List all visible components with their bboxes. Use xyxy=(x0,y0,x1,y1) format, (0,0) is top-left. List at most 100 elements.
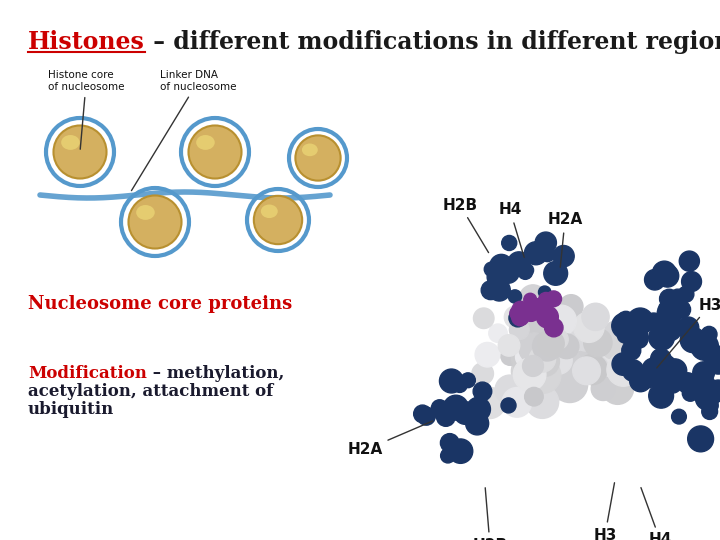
Circle shape xyxy=(526,384,546,404)
Circle shape xyxy=(534,343,558,368)
Circle shape xyxy=(495,375,525,404)
Ellipse shape xyxy=(196,135,215,150)
Circle shape xyxy=(660,289,679,308)
Circle shape xyxy=(690,373,715,398)
Circle shape xyxy=(678,373,698,393)
Circle shape xyxy=(511,355,544,388)
Circle shape xyxy=(693,362,714,383)
Circle shape xyxy=(510,256,528,275)
Circle shape xyxy=(467,397,490,421)
Circle shape xyxy=(623,323,639,339)
Circle shape xyxy=(513,358,546,391)
Circle shape xyxy=(646,313,662,329)
Circle shape xyxy=(702,403,718,420)
Circle shape xyxy=(530,346,551,366)
Circle shape xyxy=(612,313,637,339)
Circle shape xyxy=(570,319,602,351)
Circle shape xyxy=(543,338,564,359)
Circle shape xyxy=(502,388,532,417)
Circle shape xyxy=(690,333,719,360)
Text: H3: H3 xyxy=(657,298,720,368)
Circle shape xyxy=(504,306,526,328)
Circle shape xyxy=(508,252,530,274)
Circle shape xyxy=(510,307,523,320)
Circle shape xyxy=(519,363,551,395)
Ellipse shape xyxy=(302,144,318,156)
Circle shape xyxy=(510,320,529,340)
Circle shape xyxy=(590,323,620,353)
Circle shape xyxy=(624,331,641,349)
Circle shape xyxy=(642,358,665,380)
Circle shape xyxy=(526,357,561,393)
Circle shape xyxy=(682,272,701,292)
Circle shape xyxy=(567,318,590,342)
Circle shape xyxy=(513,339,548,374)
Text: Modification: Modification xyxy=(28,365,147,382)
Circle shape xyxy=(461,373,475,388)
Circle shape xyxy=(431,400,448,416)
Circle shape xyxy=(512,301,529,319)
Circle shape xyxy=(602,373,634,404)
Circle shape xyxy=(704,346,720,374)
Circle shape xyxy=(601,321,636,355)
Circle shape xyxy=(658,301,677,320)
Circle shape xyxy=(630,366,650,387)
Circle shape xyxy=(663,359,687,383)
Circle shape xyxy=(544,261,567,285)
Circle shape xyxy=(649,325,675,350)
Circle shape xyxy=(516,347,535,367)
Circle shape xyxy=(548,329,568,349)
Circle shape xyxy=(540,247,555,262)
Circle shape xyxy=(533,332,567,366)
Circle shape xyxy=(524,242,547,265)
Circle shape xyxy=(574,312,604,342)
Circle shape xyxy=(530,348,559,377)
Text: – different modifications in different regions: – different modifications in different r… xyxy=(145,30,720,54)
Circle shape xyxy=(548,357,582,392)
Text: Histones: Histones xyxy=(28,30,145,54)
Circle shape xyxy=(678,286,694,302)
Ellipse shape xyxy=(136,205,155,220)
Circle shape xyxy=(518,265,533,279)
Circle shape xyxy=(436,408,455,426)
Circle shape xyxy=(644,269,665,290)
Circle shape xyxy=(502,235,517,251)
Circle shape xyxy=(629,329,648,348)
Circle shape xyxy=(651,349,671,369)
Ellipse shape xyxy=(295,136,341,180)
Circle shape xyxy=(490,254,513,278)
Circle shape xyxy=(439,369,464,393)
Circle shape xyxy=(550,333,571,354)
Circle shape xyxy=(564,330,585,350)
Circle shape xyxy=(531,299,545,313)
Circle shape xyxy=(629,325,647,343)
Circle shape xyxy=(525,342,548,366)
Circle shape xyxy=(498,335,520,356)
Circle shape xyxy=(512,344,541,374)
Circle shape xyxy=(444,395,468,420)
Circle shape xyxy=(652,369,674,391)
Circle shape xyxy=(523,355,544,376)
Circle shape xyxy=(636,367,657,388)
Circle shape xyxy=(418,407,436,425)
Circle shape xyxy=(475,342,500,367)
Circle shape xyxy=(449,439,473,463)
Text: Histone core
of nucleosome: Histone core of nucleosome xyxy=(48,70,125,149)
Circle shape xyxy=(527,344,557,373)
Circle shape xyxy=(526,247,541,263)
Circle shape xyxy=(414,405,431,423)
Circle shape xyxy=(536,306,558,328)
Circle shape xyxy=(516,320,551,354)
Circle shape xyxy=(591,377,615,401)
Text: H3: H3 xyxy=(593,483,617,540)
Circle shape xyxy=(530,390,554,414)
Circle shape xyxy=(535,232,557,253)
Circle shape xyxy=(656,265,679,287)
Circle shape xyxy=(612,353,634,375)
Circle shape xyxy=(523,349,557,383)
Circle shape xyxy=(472,363,493,384)
Circle shape xyxy=(521,264,534,276)
Circle shape xyxy=(680,327,706,353)
Circle shape xyxy=(575,349,600,374)
Circle shape xyxy=(539,330,564,356)
